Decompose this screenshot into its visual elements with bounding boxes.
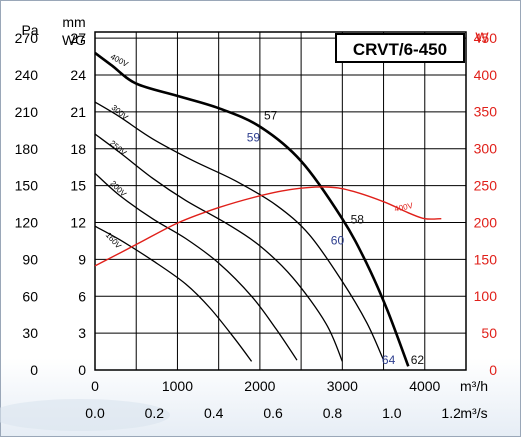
- pa-tick-label: 270: [15, 30, 39, 46]
- flow-per-second-unit-label: m³/s: [460, 405, 487, 421]
- mmwg-unit-line1: mm: [62, 14, 85, 30]
- operating-point-label: 57: [264, 108, 278, 122]
- mmwg-tick-label: 9: [78, 251, 86, 267]
- watt-tick-label: 50: [481, 325, 497, 341]
- pressure-curve-250v: [94, 133, 343, 362]
- chart-title: CRVT/6-450: [353, 40, 447, 59]
- watt-tick-label: 400: [474, 67, 498, 83]
- watt-tick-label: 150: [474, 251, 498, 267]
- pa-tick-label: 240: [15, 67, 39, 83]
- mmwg-tick-label: 27: [70, 30, 86, 46]
- pa-tick-label: 180: [15, 141, 39, 157]
- operating-point-label: 58: [351, 213, 365, 227]
- pa-tick-label: 120: [15, 215, 39, 231]
- operating-point-label: 60: [331, 234, 345, 248]
- operating-point-label: 62: [411, 353, 425, 367]
- watt-tick-label: 250: [474, 178, 498, 194]
- pressure-curve-300v: [94, 101, 385, 361]
- watt-unit-label: W: [475, 29, 489, 45]
- watt-tick-label: 450: [474, 30, 498, 46]
- operating-point-label: 59: [247, 130, 261, 144]
- pa-tick-label: 210: [15, 104, 39, 120]
- mmwg-tick-label: 6: [78, 288, 86, 304]
- x-flow-per-second-ticks: 0.0 0.2 0.4 0.6 0.8 1.0 1.2: [85, 405, 461, 421]
- mmwg-unit-line2: WG: [62, 32, 86, 48]
- pa-tick-label: 0: [30, 362, 38, 378]
- plot-area-frame: [94, 31, 467, 371]
- pressure-curve-160v: [94, 225, 253, 362]
- mmwg-tick-label: 24: [70, 67, 86, 83]
- decorative-swoosh: [0, 399, 170, 431]
- flow-per-second-tick-label: 1.0: [382, 405, 402, 421]
- flow-tick-label: 1000: [162, 378, 193, 394]
- mmwg-tick-label: 12: [70, 215, 86, 231]
- pa-tick-label: 60: [22, 288, 38, 304]
- pressure-curve-400v: [94, 51, 410, 367]
- pa-tick-label: 150: [15, 178, 39, 194]
- mmwg-tick-label: 18: [70, 141, 86, 157]
- flow-tick-label: 0: [91, 378, 99, 394]
- curves-layer: [94, 51, 442, 367]
- pressure-curve-200v: [94, 172, 298, 361]
- flow-per-second-tick-label: 0.2: [145, 405, 165, 421]
- left-pa-ticks: 270 240 210 180 150 120 90 60 30 0: [15, 30, 39, 378]
- title-box: [335, 33, 465, 63]
- pa-unit-label: Pa: [21, 22, 38, 38]
- left-mmwg-ticks: 27 24 21 18 15 12 9 6 3 0: [70, 30, 86, 378]
- flow-tick-label: 4000: [409, 378, 440, 394]
- operating-point-label: 64: [382, 353, 396, 367]
- mmwg-tick-label: 15: [70, 178, 86, 194]
- flow-per-second-tick-label: 0.8: [323, 405, 343, 421]
- mmwg-tick-label: 3: [78, 325, 86, 341]
- flow-per-second-tick-label: 0.0: [85, 405, 105, 421]
- flow-per-second-tick-label: 0.4: [204, 405, 224, 421]
- right-watt-ticks: 450 400 350 300 250 200 150 100 50 0: [474, 30, 498, 378]
- power-series-label: 400V: [394, 201, 415, 214]
- x-flow-ticks: 0 1000 2000 3000 4000: [91, 378, 440, 394]
- flow-per-second-tick-label: 0.6: [263, 405, 283, 421]
- pa-tick-label: 90: [22, 251, 38, 267]
- watt-tick-label: 350: [474, 104, 498, 120]
- watt-tick-label: 100: [474, 288, 498, 304]
- flow-tick-label: 3000: [327, 378, 358, 394]
- pa-tick-label: 30: [22, 325, 38, 341]
- mmwg-tick-label: 21: [70, 104, 86, 120]
- watt-tick-label: 300: [474, 141, 498, 157]
- power-curve-400v: [94, 186, 442, 267]
- mmwg-tick-label: 0: [78, 362, 86, 378]
- flow-tick-label: 2000: [244, 378, 275, 394]
- flow-per-second-tick-label: 1.2: [441, 405, 461, 421]
- watt-tick-label: 0: [489, 362, 497, 378]
- watt-tick-label: 200: [474, 214, 498, 230]
- flow-unit-label: m³/h: [460, 378, 488, 394]
